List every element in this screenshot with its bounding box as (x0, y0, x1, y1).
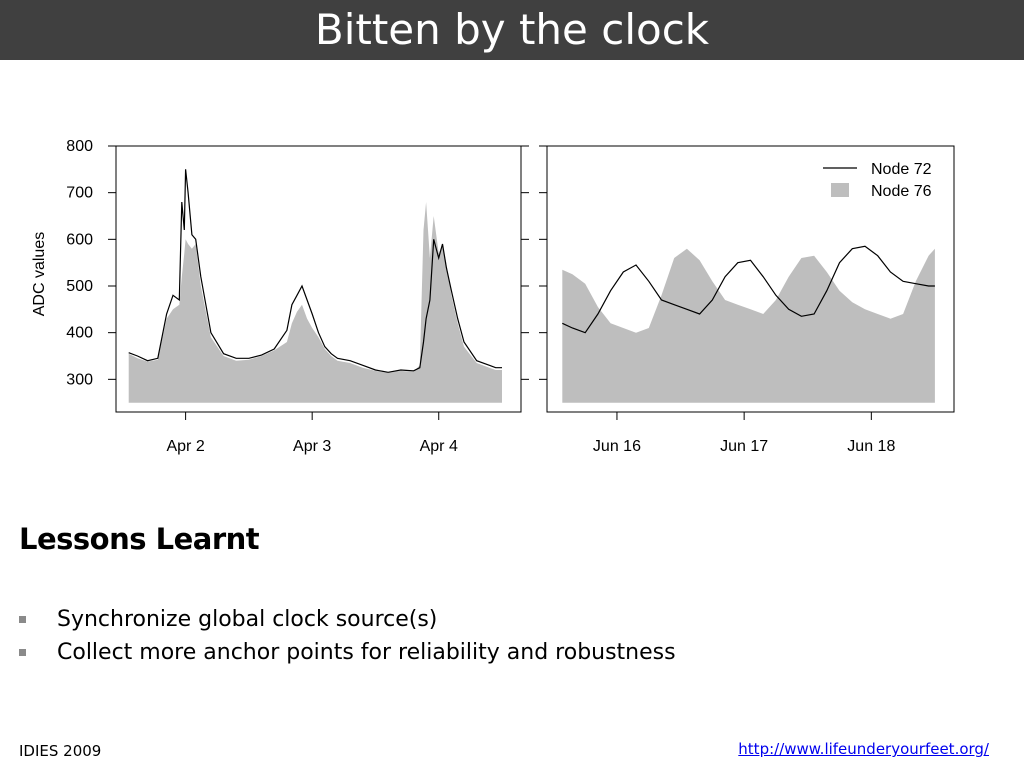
x-tick-label: Jun 18 (847, 438, 895, 455)
y-tick-label: 600 (66, 231, 93, 248)
x-tick-label: Apr 4 (420, 438, 458, 455)
series-line-node-72 (562, 245, 935, 334)
plot-frame (115, 145, 522, 413)
adc-chart: 300 400 500 600 700 800 Apr 2 Apr 3 Apr 4 ADC val… (31, 138, 955, 455)
y-tick-label: 800 (66, 138, 93, 155)
y-tick-label: 300 (66, 371, 93, 388)
square-bullet-icon (19, 649, 26, 656)
y-tick-label: 700 (66, 185, 93, 202)
bullet-item: Collect more anchor points for reliabili… (19, 636, 676, 669)
series-area-node-76 (562, 248, 935, 403)
square-bullet-icon (19, 616, 26, 623)
section-title: Lessons Learnt (19, 522, 260, 556)
legend-label: Node 72 (871, 161, 932, 178)
x-tick-label: Apr 3 (293, 438, 331, 455)
x-tick-label: Jun 16 (593, 438, 641, 455)
plot-frame (546, 145, 955, 413)
bullet-list: Synchronize global clock source(s) Colle… (19, 603, 676, 669)
series-area-node-76 (128, 202, 502, 403)
bullet-text: Synchronize global clock source(s) (57, 607, 438, 632)
bullet-item: Synchronize global clock source(s) (19, 603, 676, 636)
series-line-node-72 (128, 169, 502, 373)
legend-fill-swatch (831, 183, 849, 197)
bullet-text: Collect more anchor points for reliabili… (57, 640, 676, 665)
y-tick-label: 400 (66, 325, 93, 342)
footer-link[interactable]: http://www.lifeunderyourfeet.org/ (738, 740, 989, 758)
footer-event: IDIES 2009 (19, 742, 102, 760)
x-tick-label: Jun 17 (720, 438, 768, 455)
slide-title: Bitten by the clock (314, 5, 710, 54)
legend-label: Node 76 (871, 183, 932, 200)
y-axis-label: ADC values (31, 232, 48, 316)
x-tick-label: Apr 2 (166, 438, 204, 455)
title-bar: Bitten by the clock (0, 0, 1024, 60)
y-tick-label: 500 (66, 278, 93, 295)
